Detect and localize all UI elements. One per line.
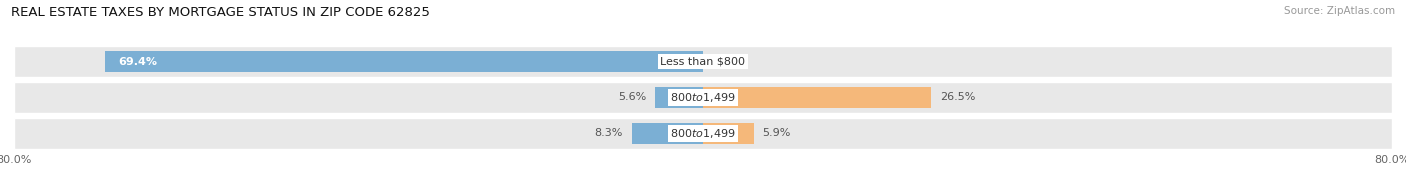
- Bar: [14, 46, 1392, 77]
- Bar: [14, 118, 1392, 149]
- Bar: [703, 123, 754, 144]
- Bar: [703, 87, 931, 108]
- Text: 5.9%: 5.9%: [762, 129, 790, 138]
- Text: 69.4%: 69.4%: [118, 57, 157, 66]
- Bar: [14, 82, 1392, 113]
- Text: 5.6%: 5.6%: [617, 92, 647, 103]
- Text: Less than $800: Less than $800: [661, 57, 745, 66]
- Text: 8.3%: 8.3%: [595, 129, 623, 138]
- Bar: [631, 123, 703, 144]
- Bar: [655, 87, 703, 108]
- Text: 26.5%: 26.5%: [939, 92, 976, 103]
- Text: $800 to $1,499: $800 to $1,499: [671, 91, 735, 104]
- Text: Source: ZipAtlas.com: Source: ZipAtlas.com: [1284, 6, 1395, 16]
- Bar: [105, 51, 703, 72]
- Text: 0.0%: 0.0%: [711, 57, 740, 66]
- Text: $800 to $1,499: $800 to $1,499: [671, 127, 735, 140]
- Text: REAL ESTATE TAXES BY MORTGAGE STATUS IN ZIP CODE 62825: REAL ESTATE TAXES BY MORTGAGE STATUS IN …: [11, 6, 430, 19]
